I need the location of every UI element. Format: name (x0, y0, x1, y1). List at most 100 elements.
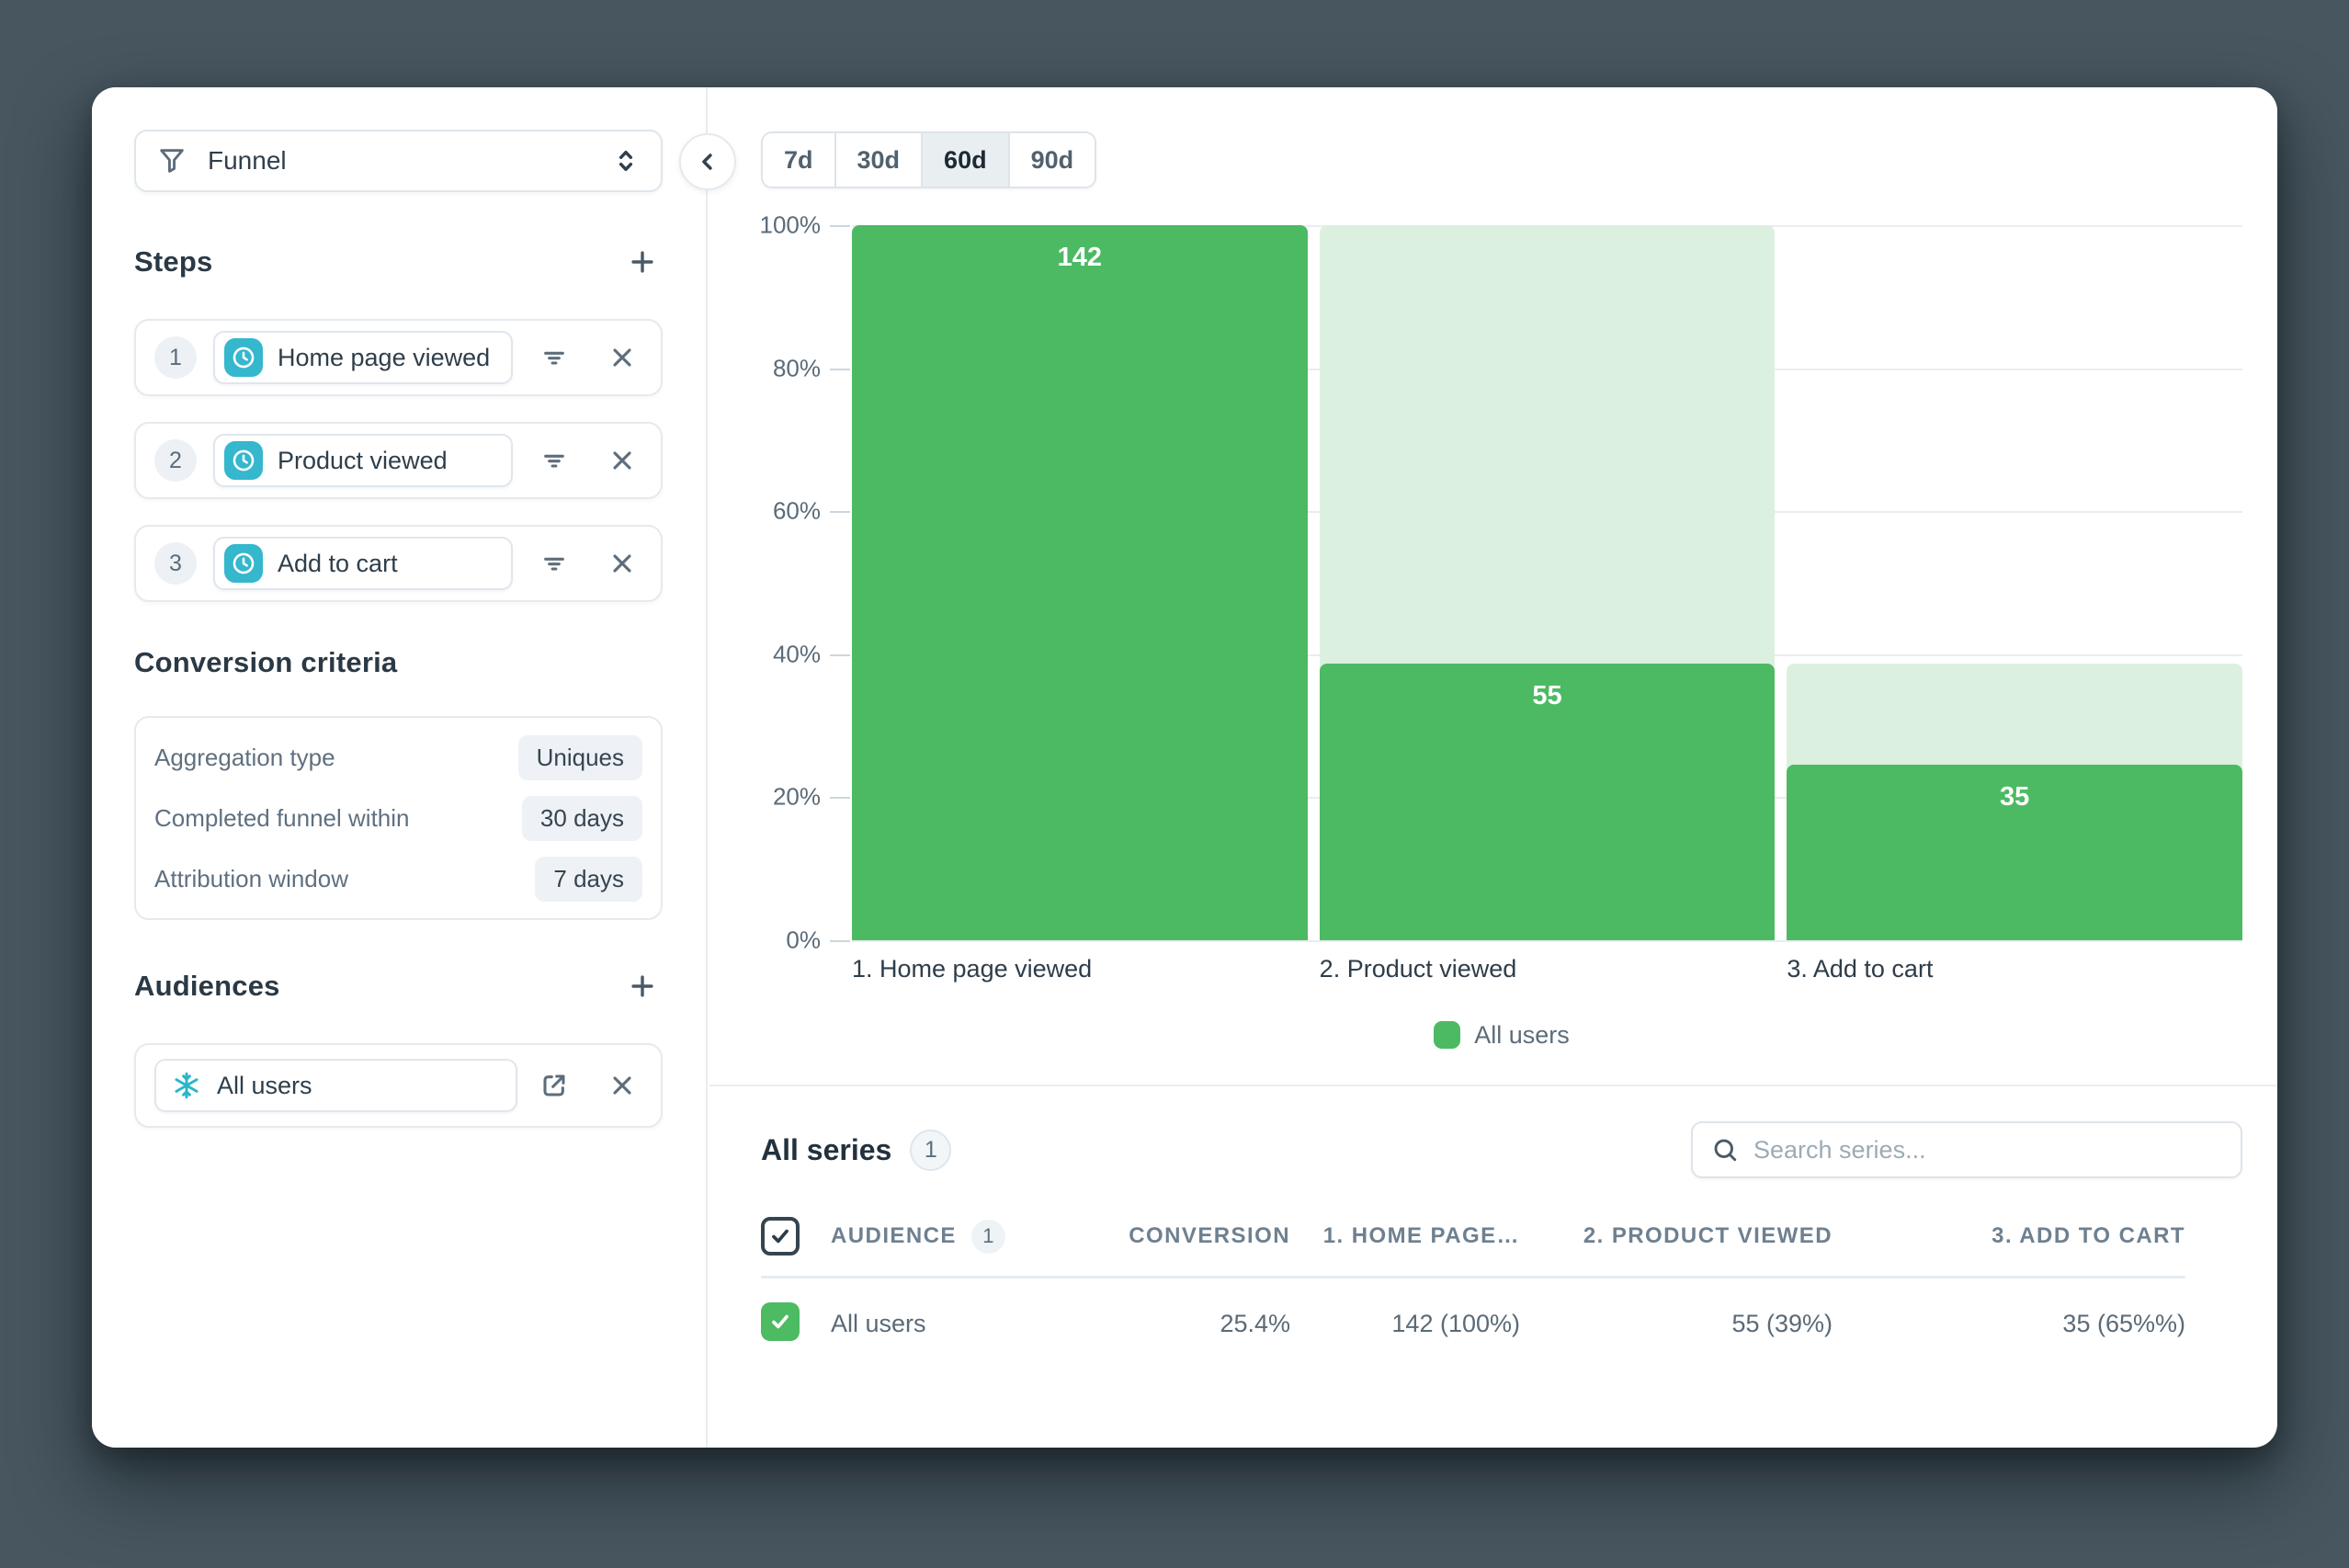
criteria-row-aggregation: Aggregation type Uniques (154, 727, 642, 788)
table-header-separator (761, 1276, 2185, 1278)
series-table: AUDIENCE 1 CONVERSION 1. HOME PAGE… 2. P… (761, 1217, 2242, 1341)
step-remove-icon[interactable] (602, 337, 642, 378)
criteria-label: Aggregation type (154, 743, 335, 771)
col-header-conversion: CONVERSION (1129, 1223, 1290, 1248)
app-window: Funnel Steps 1 Home page viewed (92, 87, 2277, 1448)
plot-area: 142 55 35 (830, 225, 2243, 942)
audiences-title: Audiences (134, 970, 280, 1002)
step-event-label: Home page viewed (278, 343, 491, 371)
y-tick-label: 40% (772, 640, 821, 668)
step-filter-icon[interactable] (534, 543, 574, 584)
criteria-row-window: Completed funnel within 30 days (154, 788, 642, 848)
y-tick-label: 100% (759, 210, 822, 239)
series-search (1691, 1121, 2242, 1178)
step-filter-icon[interactable] (534, 337, 574, 378)
step-event-selector[interactable]: Home page viewed (213, 331, 513, 384)
funnel-bar-fill: 35 (1787, 764, 2243, 940)
row-step1-value: 142 (100%) (1391, 1309, 1520, 1337)
attribution-window-value[interactable]: 7 days (535, 856, 642, 902)
x-axis-labels: 1. Home page viewed 2. Product viewed 3.… (852, 955, 2242, 983)
step-remove-icon[interactable] (602, 440, 642, 481)
x-label-step-3: 3. Add to cart (1787, 955, 1934, 983)
series-count-badge: 1 (910, 1129, 952, 1171)
search-series-input[interactable] (1753, 1135, 2222, 1165)
audience-count-badge: 1 (970, 1219, 1005, 1254)
gridline (830, 940, 2242, 942)
event-clock-icon (224, 338, 263, 377)
select-all-checkbox[interactable] (761, 1217, 800, 1256)
step-event-label: Product viewed (278, 446, 448, 474)
y-axis: 100% 80% 60% 40% 20% 0% (760, 211, 852, 954)
unfold-icon (611, 146, 641, 176)
collapse-sidebar-button[interactable] (679, 133, 736, 190)
funnel-column-1[interactable]: 142 (852, 225, 1308, 940)
funnel-step-row-2: 2 Product viewed (134, 422, 663, 499)
add-audience-button[interactable] (622, 966, 663, 1006)
bar-count-label: 55 (1532, 680, 1562, 710)
funnel-column-3[interactable]: 35 (1787, 225, 2243, 940)
step-number-badge: 2 (154, 439, 197, 482)
funnel-step-row-3: 3 Add to cart (134, 525, 663, 602)
remove-audience-icon[interactable] (602, 1065, 642, 1106)
range-30d-button[interactable]: 30d (834, 133, 922, 187)
col-header-step3: 3. ADD TO CART (1992, 1223, 2185, 1248)
audience-row: All users (134, 1043, 663, 1128)
event-clock-icon (224, 441, 263, 480)
date-range-control: 7d 30d 60d 90d (761, 131, 1097, 188)
funnel-chart: 100% 80% 60% 40% 20% 0% 142 (760, 211, 2243, 954)
step-event-label: Add to cart (278, 549, 398, 577)
range-7d-button[interactable]: 7d (763, 133, 834, 187)
step-number-badge: 1 (154, 336, 197, 379)
step-filter-icon[interactable] (534, 440, 574, 481)
row-conversion: 25.4% (1220, 1309, 1290, 1337)
criteria-row-attribution: Attribution window 7 days (154, 848, 642, 909)
range-60d-button[interactable]: 60d (921, 133, 1008, 187)
funnel-bar-fill: 142 (852, 225, 1308, 940)
bar-count-label: 35 (2000, 781, 2030, 812)
step-remove-icon[interactable] (602, 543, 642, 584)
step-number-badge: 3 (154, 542, 197, 585)
y-tick-label: 20% (772, 782, 821, 811)
conversion-criteria-card: Aggregation type Uniques Completed funne… (134, 716, 663, 920)
main-panel: 7d 30d 60d 90d 100% 80% 60% 40% 20% 0% (709, 87, 2277, 1448)
criteria-label: Completed funnel within (154, 803, 410, 832)
legend-label: All users (1474, 1020, 1570, 1049)
y-tick-label: 80% (772, 354, 821, 382)
event-clock-icon (224, 544, 263, 583)
conversion-criteria-header: Conversion criteria (134, 646, 663, 679)
step-event-selector[interactable]: Add to cart (213, 537, 513, 590)
audience-selector[interactable]: All users (154, 1059, 517, 1112)
col-header-step2: 2. PRODUCT VIEWED (1583, 1223, 1833, 1248)
steps-section-header: Steps (134, 242, 663, 282)
step-event-selector[interactable]: Product viewed (213, 434, 513, 487)
funnel-window-value[interactable]: 30 days (521, 795, 642, 841)
search-icon (1711, 1136, 1739, 1164)
row-step3-value: 35 (65%%) (2062, 1309, 2185, 1337)
cohort-snowflake-icon (165, 1070, 202, 1101)
insight-type-select[interactable]: Funnel (134, 130, 663, 192)
steps-title: Steps (134, 245, 213, 278)
y-tick-label: 0% (786, 926, 821, 954)
all-series-title: All series (761, 1132, 892, 1166)
row-step2-value: 55 (39%) (1731, 1309, 1833, 1337)
bar-count-label: 142 (1057, 243, 1103, 272)
section-divider (709, 1085, 2277, 1086)
insight-type-label: Funnel (208, 146, 287, 175)
legend-swatch (1434, 1021, 1461, 1049)
funnel-icon (156, 145, 187, 176)
x-label-step-1: 1. Home page viewed (852, 955, 1093, 983)
criteria-label: Attribution window (154, 864, 348, 892)
series-row-checkbox[interactable] (761, 1302, 800, 1341)
funnel-step-row-1: 1 Home page viewed (134, 319, 663, 396)
add-step-button[interactable] (622, 242, 663, 282)
funnel-bar-fill: 55 (1319, 663, 1776, 940)
open-audience-icon[interactable] (534, 1065, 574, 1106)
funnel-column-2[interactable]: 55 (1319, 225, 1776, 940)
range-90d-button[interactable]: 90d (1007, 133, 1095, 187)
sidebar: Funnel Steps 1 Home page viewed (92, 87, 708, 1448)
audiences-section-header: Audiences (134, 966, 663, 1006)
aggregation-type-value[interactable]: Uniques (517, 734, 642, 780)
col-header-audience: AUDIENCE (831, 1223, 957, 1248)
row-audience: All users (831, 1309, 926, 1337)
conversion-criteria-title: Conversion criteria (134, 646, 398, 678)
